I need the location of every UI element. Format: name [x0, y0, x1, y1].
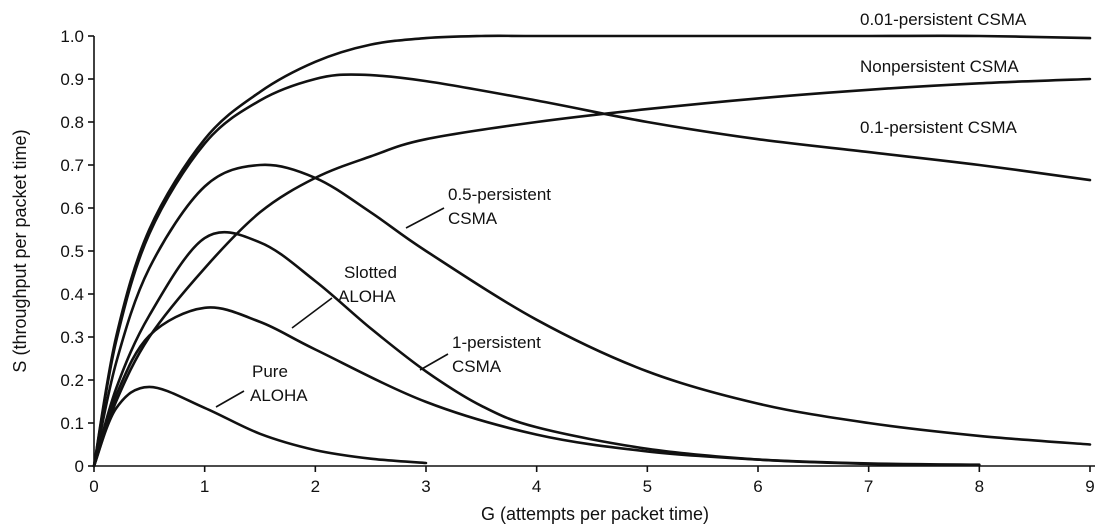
- y-tick-label: 0.6: [60, 199, 84, 218]
- x-tick-label: 3: [421, 477, 430, 496]
- series-line-pure-aloha: [92, 385, 428, 468]
- ticks: 0 1 2 3 4 5 6 7 8 9 0 0.1 0.2 0.3 0.4 0.5 0.6 0.7 0.8 0.9 1.…: [60, 27, 1094, 496]
- label-slotted-aloha-line2: ALOHA: [338, 287, 396, 306]
- label-001-persistent-csma: 0.01-persistent CSMA: [860, 10, 1027, 29]
- label-1-persistent-line1: 1-persistent: [452, 333, 541, 352]
- y-tick-label: 0.5: [60, 242, 84, 261]
- x-axis-label: G (attempts per packet time): [481, 504, 709, 524]
- y-tick-label: 0.7: [60, 156, 84, 175]
- curves: [92, 34, 1092, 468]
- callout-05-persistent: [405, 207, 445, 229]
- y-tick-label: 0.3: [60, 328, 84, 347]
- label-05-persistent-line1: 0.5-persistent: [448, 185, 551, 204]
- y-tick-label: 0.1: [60, 414, 84, 433]
- series-line-slotted-aloha: [92, 306, 981, 468]
- label-pure-aloha-line2: ALOHA: [250, 386, 308, 405]
- label-nonpersistent-csma: Nonpersistent CSMA: [860, 57, 1019, 76]
- curve-annotations: 0.01-persistent CSMA Nonpersistent CSMA …: [215, 10, 1027, 408]
- y-tick-label: 0.8: [60, 113, 84, 132]
- label-1-persistent-line2: CSMA: [452, 357, 502, 376]
- x-tick-label: 8: [975, 477, 984, 496]
- y-tick-label: 0.4: [60, 285, 84, 304]
- label-05-persistent-line2: CSMA: [448, 209, 498, 228]
- x-tick-label: 6: [753, 477, 762, 496]
- y-tick-label: 1.0: [60, 27, 84, 46]
- series-line-0-5-persistent-csma: [92, 163, 1092, 468]
- x-tick-label: 1: [200, 477, 209, 496]
- series-line-nonpersistent-csma: [92, 77, 1092, 468]
- callout-1-persistent: [419, 353, 449, 371]
- callout-pure-aloha: [215, 390, 245, 408]
- y-tick-label: 0: [75, 457, 84, 476]
- y-tick-label: 0.9: [60, 70, 84, 89]
- series-line-0-1-persistent-csma: [92, 73, 1092, 468]
- x-tick-label: 4: [532, 477, 541, 496]
- x-tick-label: 7: [864, 477, 873, 496]
- label-pure-aloha-line1: Pure: [252, 362, 288, 381]
- label-01-persistent-csma: 0.1-persistent CSMA: [860, 118, 1017, 137]
- axes: [93, 36, 1095, 467]
- x-tick-label: 5: [643, 477, 652, 496]
- label-slotted-aloha-line1: Slotted: [344, 263, 397, 282]
- y-axis-label: S (throughput per packet time): [10, 129, 30, 372]
- x-tick-label: 2: [311, 477, 320, 496]
- x-tick-label: 0: [89, 477, 98, 496]
- y-tick-label: 0.2: [60, 371, 84, 390]
- x-tick-label: 9: [1085, 477, 1094, 496]
- callout-slotted-aloha: [291, 297, 333, 329]
- series-line-0-01-persistent-csma: [92, 34, 1092, 468]
